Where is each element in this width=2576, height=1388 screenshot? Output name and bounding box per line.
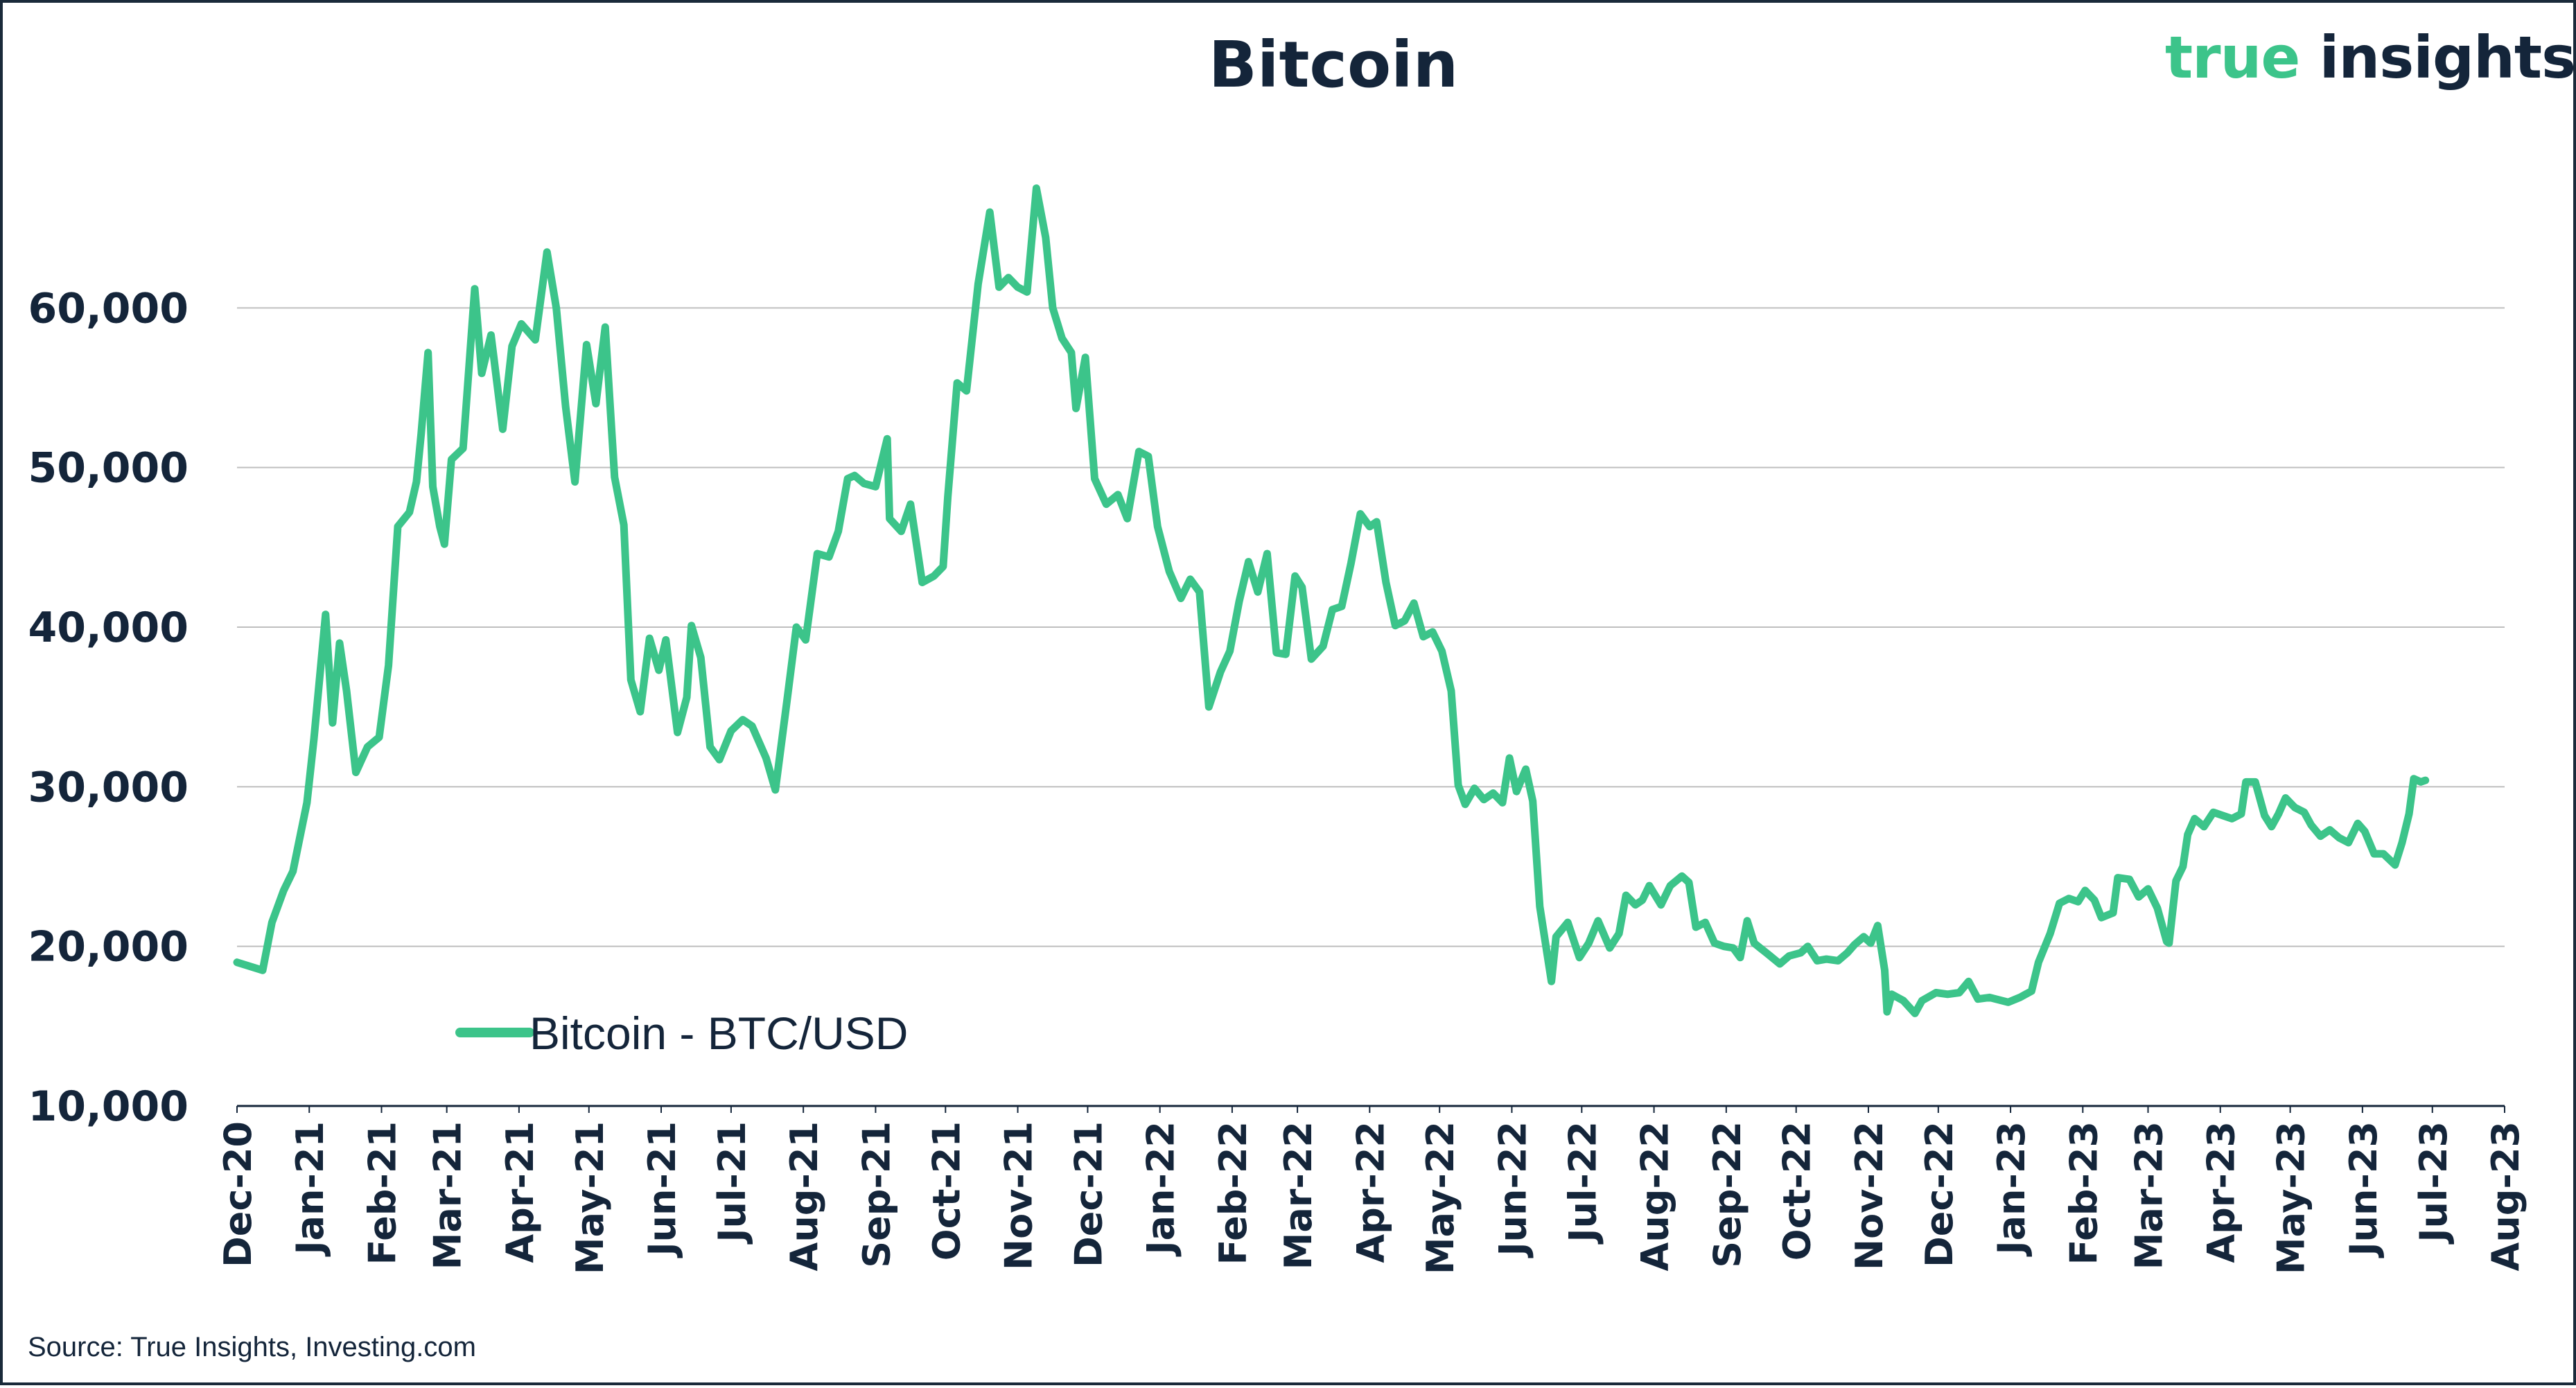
x-tick-label: Jul-23	[2412, 1121, 2455, 1245]
x-tick-label: Nov-21	[997, 1121, 1041, 1270]
legend: Bitcoin - BTC/USD	[455, 1008, 908, 1059]
source-note: Source: True Insights, Investing.com	[28, 1332, 476, 1362]
line-chart: 10,000 20,000 30,000 40,000 50,000 60,000 Dec…	[28, 184, 2527, 1274]
x-tick-label: Apr-23	[2200, 1121, 2243, 1263]
x-tick-label: Jan-22	[1139, 1121, 1183, 1258]
x-tick-label: Jan-23	[1990, 1121, 2033, 1258]
x-tick-label: Mar-21	[426, 1121, 470, 1270]
x-tick-label: May-23	[2270, 1121, 2313, 1274]
x-tick-label: Aug-21	[782, 1121, 826, 1271]
x-tick-label: May-21	[568, 1121, 612, 1274]
chart-title: Bitcoin	[1208, 28, 1459, 102]
legend-label: Bitcoin - BTC/USD	[529, 1008, 908, 1059]
x-tick-label: Dec-22	[1918, 1121, 1961, 1267]
x-axis-labels: Dec-20 Jan-21 Feb-21 Mar-21 Apr-21 May-21 Jun-…	[216, 1106, 2527, 1274]
x-tick-label: Dec-20	[216, 1121, 260, 1267]
y-tick-label: 60,000	[28, 284, 189, 333]
x-tick-label: Aug-22	[1633, 1121, 1677, 1271]
x-tick-label: Nov-22	[1848, 1121, 1891, 1270]
x-tick-label: Jun-22	[1491, 1121, 1534, 1259]
x-tick-label: Jan-21	[288, 1121, 332, 1258]
x-tick-label: Jun-21	[640, 1121, 684, 1259]
series-line-bitcoin	[233, 184, 2430, 1017]
x-tick-label: Apr-21	[498, 1121, 542, 1263]
y-axis-labels: 10,000 20,000 30,000 40,000 50,000 60,000	[28, 284, 189, 1131]
x-tick-label: Aug-23	[2484, 1121, 2527, 1271]
x-tick-label: Jul-21	[710, 1121, 754, 1245]
x-tick-label: Feb-23	[2062, 1121, 2105, 1265]
brand-logo-true: true	[2165, 24, 2300, 91]
x-tick-label: Mar-23	[2127, 1121, 2171, 1270]
series-layer	[233, 184, 2430, 1017]
x-tick-label: Sep-21	[855, 1121, 898, 1268]
x-tick-label: Dec-21	[1067, 1121, 1110, 1267]
x-tick-label: Oct-22	[1776, 1121, 1819, 1260]
y-tick-label: 50,000	[28, 444, 189, 493]
x-tick-label: Jun-23	[2342, 1121, 2385, 1259]
x-tick-label: Feb-21	[360, 1121, 404, 1265]
y-tick-label: 30,000	[28, 763, 189, 811]
x-tick-label: Apr-22	[1349, 1121, 1392, 1263]
x-tick-label: Oct-21	[925, 1121, 968, 1260]
y-tick-label: 40,000	[28, 604, 189, 652]
x-tick-label: Feb-22	[1211, 1121, 1255, 1265]
x-tick-label: Mar-22	[1277, 1121, 1320, 1270]
brand-logo-insights: insights	[2319, 24, 2576, 91]
brand-logo: true insights	[2165, 24, 2576, 91]
x-tick-label: May-22	[1419, 1121, 1462, 1274]
y-tick-label: 20,000	[28, 923, 189, 972]
x-tick-label: Jul-22	[1561, 1121, 1604, 1245]
y-tick-label: 10,000	[28, 1082, 189, 1131]
x-tick-label: Sep-22	[1706, 1121, 1749, 1268]
